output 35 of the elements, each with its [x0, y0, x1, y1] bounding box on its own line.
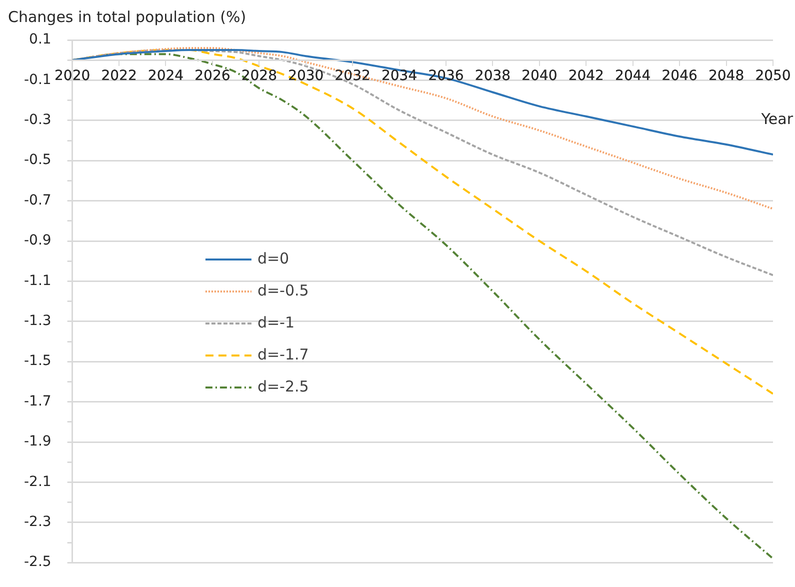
y-tick-label: -2.3: [24, 514, 52, 530]
y-tick-label: -0.9: [24, 232, 52, 249]
legend-label: d=-1: [257, 313, 294, 332]
y-tick-label: -0.1: [24, 72, 52, 88]
x-tick-label: 2026: [194, 68, 230, 84]
legend-label: d=-1.7: [257, 345, 309, 364]
x-axis-title: Year: [761, 110, 793, 128]
y-tick-label: -1.9: [24, 434, 52, 450]
x-tick-label: 2046: [662, 68, 698, 84]
y-tick-label: -2.5: [24, 554, 52, 570]
x-tick-label: 2028: [241, 68, 277, 84]
y-tick-label: -0.5: [24, 152, 52, 168]
y-tick-label: -0.3: [24, 112, 52, 128]
x-tick-label: 2034: [381, 68, 418, 84]
x-tick-label: 2050: [755, 68, 791, 84]
y-axis-title: Changes in total population (%): [8, 8, 246, 26]
x-tick-label: 2044: [615, 68, 651, 84]
legend-label: d=-0.5: [257, 281, 309, 300]
x-tick-label: 2024: [148, 68, 184, 84]
y-tick-label: 0.1: [29, 32, 52, 48]
x-tick-label: 2020: [54, 68, 90, 84]
x-tick-label: 2048: [708, 68, 744, 84]
y-tick-label: -2.1: [24, 474, 52, 490]
x-tick-label: 2038: [474, 68, 511, 84]
x-tick-label: 2022: [101, 68, 137, 84]
y-tick-label: -1.3: [24, 313, 52, 330]
y-tick-label: -1.5: [24, 353, 52, 370]
legend-label: d=-2.5: [257, 377, 309, 396]
y-tick-label: -1.7: [24, 393, 52, 410]
x-tick-label: 2030: [288, 68, 324, 84]
legend-label: d=0: [257, 249, 290, 268]
y-tick-label: -1.1: [24, 272, 52, 289]
x-tick-label: 2040: [522, 68, 558, 84]
y-tick-label: -0.7: [24, 192, 52, 208]
x-tick-label: 2042: [568, 68, 604, 84]
